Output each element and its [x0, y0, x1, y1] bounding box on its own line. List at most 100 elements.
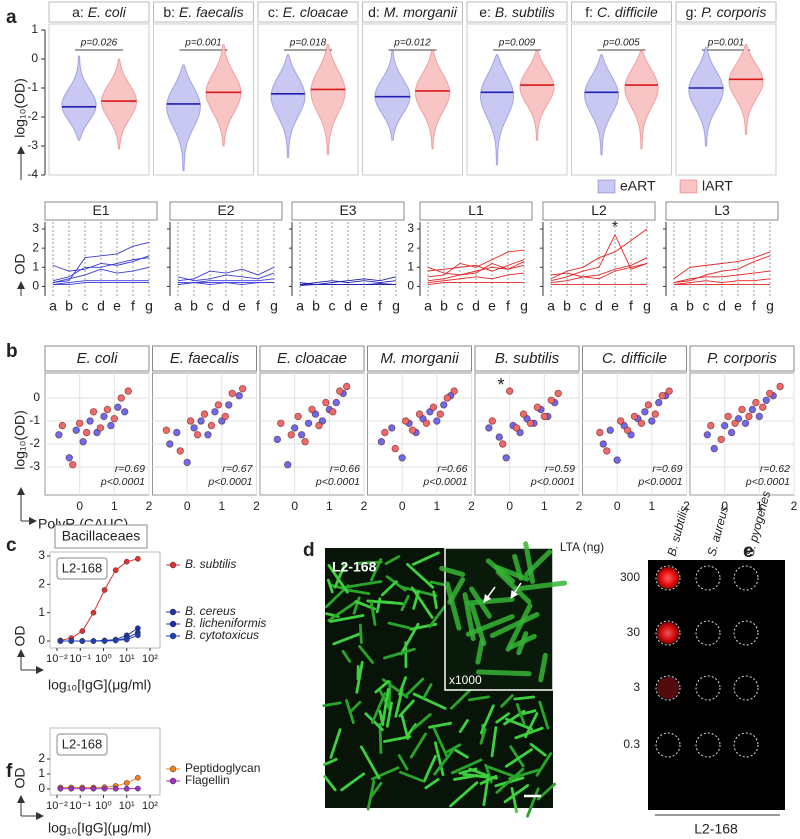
bacterium [433, 748, 455, 776]
facet-species: E. cloacae [283, 4, 349, 20]
x-tick-label: g [392, 298, 400, 314]
facet-title: b: E. faecalis [163, 4, 243, 20]
bacterium [454, 748, 469, 759]
point [301, 438, 309, 446]
y-tick-label: -1 [27, 80, 38, 94]
series-line [177, 272, 275, 282]
facet-title: E3 [339, 202, 356, 218]
facet-frame [466, 23, 568, 176]
x-tick-label: c [703, 298, 710, 314]
stat-label: p<0.0001 [637, 476, 682, 488]
point [123, 780, 130, 786]
bacterium [467, 695, 490, 702]
bacterium [469, 586, 492, 619]
facet-header [675, 1, 777, 23]
bacterium [323, 775, 337, 792]
legend-swatch [597, 179, 616, 194]
series-line [52, 255, 150, 272]
bacterium [510, 787, 518, 814]
arrow [510, 582, 522, 599]
bacterium [495, 712, 510, 724]
point [485, 424, 493, 432]
facet-species: M. morganii [384, 4, 458, 20]
series-line [52, 241, 150, 284]
bacterium [465, 614, 515, 637]
x-tick-label: 10⁻¹ [69, 800, 91, 812]
point [502, 454, 510, 462]
point [547, 396, 555, 404]
facet-title: E2 [217, 202, 234, 218]
facet-label: f: [585, 4, 593, 20]
point [641, 408, 649, 416]
point [759, 403, 767, 411]
y-tick-label: 2 [407, 240, 414, 254]
point [238, 385, 247, 393]
point [422, 419, 431, 427]
legend-label: B. cytotoxicus [185, 628, 259, 642]
x-tick-label: 2 [253, 499, 260, 513]
column-label: B. subtilis [664, 504, 691, 557]
legend-label: B. licheniformis [185, 616, 266, 630]
y-tick-label: 2 [38, 577, 45, 591]
bacterium [383, 647, 416, 660]
x-tick-label: e [611, 298, 619, 314]
bacterium [505, 603, 533, 652]
point [703, 431, 712, 439]
y-tick-label: -2 [29, 436, 40, 450]
point [79, 638, 86, 644]
spot-outline [695, 675, 721, 701]
facet-frame [48, 23, 150, 176]
footer-label: L2-168 [694, 821, 738, 837]
x-tick-label: 2 [576, 499, 583, 513]
point [186, 417, 195, 425]
point [58, 421, 67, 430]
x-tick-label: g [766, 298, 774, 314]
bacterium [358, 644, 375, 664]
point [603, 447, 611, 455]
x-tick-label: c [457, 298, 464, 314]
y-tick-label: 3 [32, 221, 39, 235]
point [90, 638, 97, 644]
bacterium [503, 784, 530, 804]
inset-label: L2-168 [62, 736, 102, 751]
point [101, 638, 108, 644]
bacterium [333, 564, 346, 589]
y-tick-label: -1 [29, 413, 40, 427]
x-tick-label: 1 [111, 499, 118, 513]
point [408, 426, 417, 434]
bacterium [526, 787, 540, 818]
point [277, 419, 285, 427]
y-tick-label: 0 [38, 781, 45, 795]
bacterium [370, 766, 400, 781]
bacterium [329, 583, 347, 591]
point [86, 417, 94, 425]
facet-header [689, 345, 795, 372]
point [762, 396, 770, 404]
bacterium [433, 741, 445, 777]
series-line [673, 251, 771, 280]
point [100, 412, 108, 421]
point [707, 421, 715, 430]
point [112, 637, 119, 644]
bacterium [432, 727, 449, 758]
point [436, 410, 444, 418]
violin [728, 44, 764, 135]
point [103, 405, 112, 414]
x-tick-label: 10² [142, 653, 158, 665]
facet-title: d: M. morganii [368, 4, 458, 20]
bacterium [538, 700, 550, 730]
x-tick-label: d [344, 298, 352, 314]
facet-title: a: E. coli [72, 4, 127, 20]
legend-marker [169, 620, 177, 628]
bacterium [538, 652, 548, 683]
x-tick-label: c [82, 298, 89, 314]
y-tick-label: -3 [27, 138, 38, 152]
annotation: * [612, 219, 618, 236]
spot-outline [733, 675, 759, 701]
x-axis-label: log₁₀[IgG](μg/ml) [48, 820, 151, 836]
bacterium [369, 601, 377, 626]
bacterium [381, 688, 390, 725]
panel-letter: d [303, 540, 315, 561]
point [450, 387, 458, 395]
